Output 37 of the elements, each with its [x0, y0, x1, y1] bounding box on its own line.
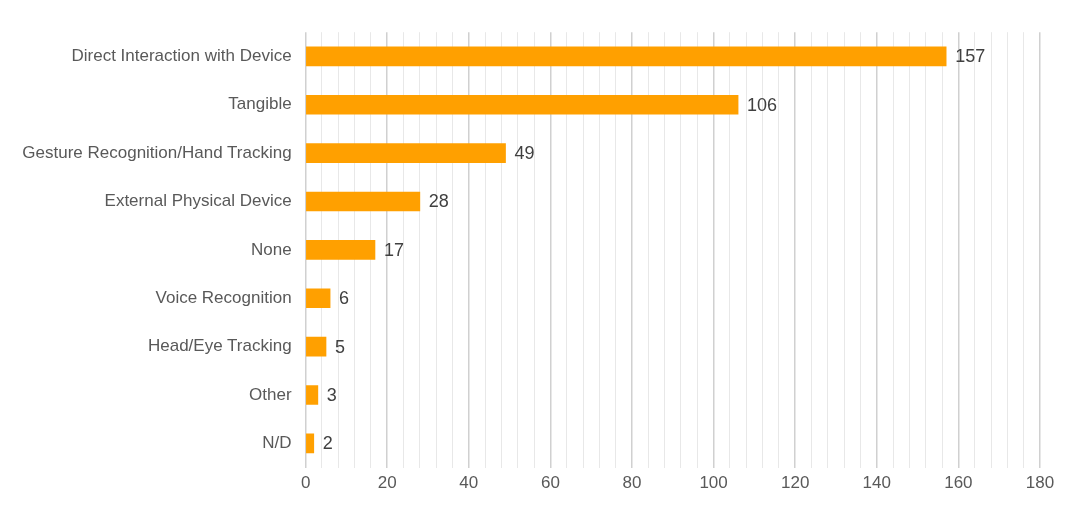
data-label: 6: [339, 288, 350, 309]
x-tick-label: 80: [622, 473, 642, 493]
data-label: 17: [383, 239, 405, 260]
y-tick-label: N/D: [262, 433, 292, 453]
data-label: 2: [322, 433, 333, 454]
y-tick-label: None: [250, 239, 292, 259]
data-label: 5: [335, 336, 346, 357]
bar: [306, 433, 315, 454]
bar: [306, 336, 327, 357]
y-tick-label: Tangible: [228, 94, 292, 114]
data-label: 106: [747, 94, 778, 115]
y-tick-label: Other: [249, 384, 292, 404]
data-label: 3: [326, 385, 337, 405]
x-tick-label: 40: [459, 473, 479, 493]
x-tick-label: 140: [862, 473, 891, 493]
y-tick-label: Gesture Recognition/Hand Tracking: [22, 142, 292, 162]
x-tick-label: 0: [300, 473, 311, 493]
bar: [306, 191, 421, 212]
x-tick-label: 20: [377, 473, 397, 493]
data-label: 157: [955, 46, 986, 67]
x-tick-label: 60: [540, 473, 560, 493]
x-tick-label: 120: [781, 473, 810, 493]
x-tick-label: 180: [1025, 473, 1055, 493]
data-label: 28: [428, 191, 449, 212]
bar: [306, 46, 947, 67]
y-tick-label: Voice Recognition: [155, 287, 292, 307]
x-tick-label: 100: [699, 473, 728, 493]
bar: [306, 240, 376, 260]
bar: [306, 288, 331, 309]
bar: [306, 385, 319, 405]
data-label: 49: [514, 143, 535, 164]
y-tick-label: Head/Eye Tracking: [147, 336, 292, 356]
y-tick-label: Direct Interaction with Device: [71, 46, 292, 66]
x-tick-label: 160: [944, 473, 973, 493]
y-tick-label: External Physical Device: [104, 191, 292, 211]
bar: [306, 143, 506, 163]
bar: [306, 94, 739, 115]
